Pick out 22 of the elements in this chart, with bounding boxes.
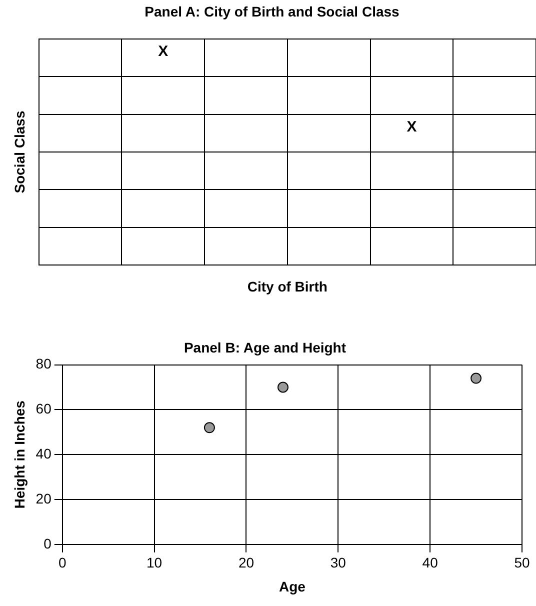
text: X — [406, 118, 417, 136]
point — [470, 372, 482, 384]
x-tick-label: 0 — [58, 554, 66, 571]
text: Panel A: City of Birth and Social Class — [144, 3, 400, 20]
y-axis-title: Height in Inches — [11, 400, 28, 509]
x-tick-label: 20 — [238, 554, 254, 571]
y-tick-label: 60 — [36, 400, 52, 417]
text: City of Birth — [247, 278, 328, 294]
x-tick-label: 40 — [422, 554, 438, 571]
text: X — [158, 43, 168, 60]
text: Social Class — [11, 110, 28, 194]
x-tick-label: 50 — [514, 554, 530, 571]
point — [277, 382, 288, 393]
point — [204, 422, 215, 434]
y-tick-label: 40 — [36, 445, 52, 462]
chart-title: Panel B: Age and Height — [184, 339, 346, 356]
x-tick-label: 10 — [146, 554, 162, 571]
y-tick-label: 80 — [36, 356, 52, 372]
y-tick-label: 20 — [36, 490, 52, 506]
x-axis-title: Age — [278, 578, 306, 594]
y-tick-label: 0 — [44, 535, 52, 552]
x-tick-label: 30 — [330, 554, 346, 571]
